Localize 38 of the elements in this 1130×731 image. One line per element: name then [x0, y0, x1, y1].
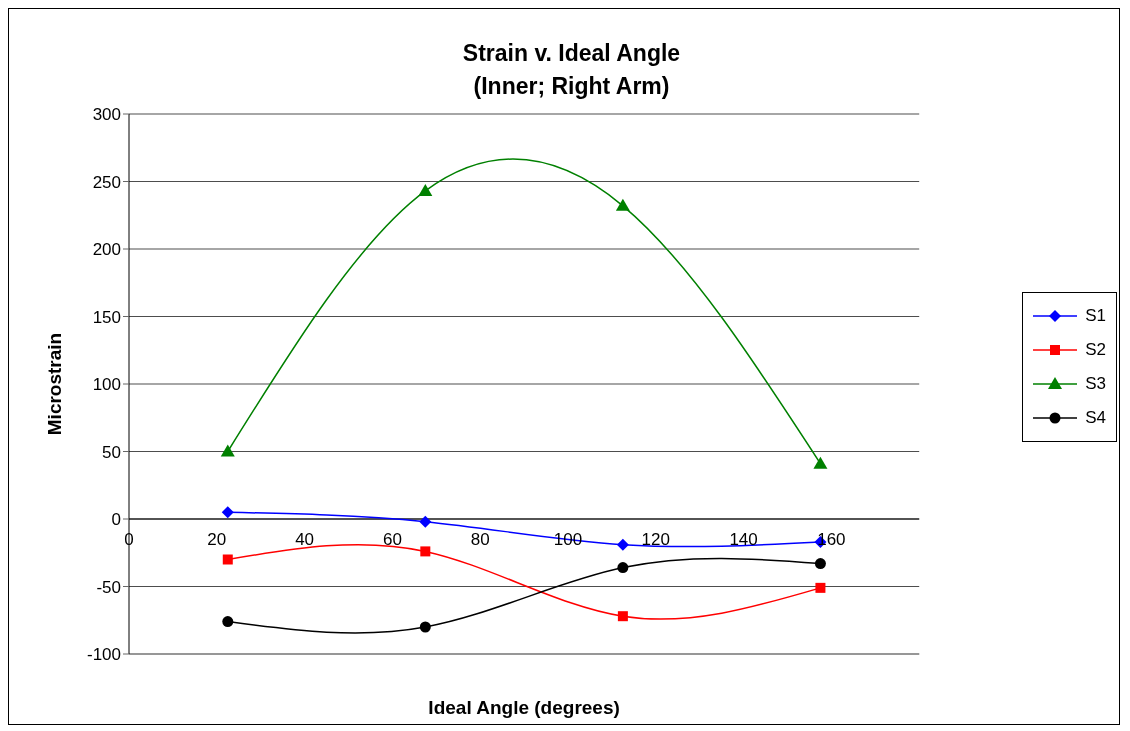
x-tick-label: 20	[207, 530, 227, 549]
point	[814, 558, 826, 570]
x-tick-label: 120	[641, 530, 670, 549]
y-tick-label: 300	[92, 105, 121, 125]
y-tick-label: 200	[92, 240, 121, 260]
x-tick-label: 140	[729, 530, 758, 549]
point	[222, 554, 233, 565]
x-tick-label: 60	[382, 530, 402, 549]
point	[420, 546, 431, 557]
point	[419, 515, 432, 528]
point	[616, 538, 629, 551]
y-tick-label: 100	[92, 375, 121, 395]
y-tick-label: -100	[86, 645, 121, 665]
point	[221, 506, 234, 519]
point	[419, 621, 431, 633]
point	[813, 456, 828, 469]
legend-label: S4	[1085, 407, 1106, 428]
y-tick-label: -50	[96, 577, 121, 597]
y-tick-label: 0	[111, 510, 121, 530]
legend-label: S2	[1085, 339, 1106, 360]
y-tick-label: 150	[92, 307, 121, 327]
x-tick-label: 40	[295, 530, 315, 549]
x-axis-title: Ideal Angle (degrees)	[428, 697, 620, 718]
point	[222, 616, 234, 628]
y-axis-title: Microstrain	[43, 332, 65, 436]
point	[617, 562, 629, 574]
y-tick-label: 250	[92, 172, 121, 192]
point	[815, 582, 826, 593]
point	[615, 198, 630, 211]
chart-title: Strain v. Ideal Angle (Inner; Right Arm)	[461, 39, 682, 101]
legend-label: S1	[1085, 305, 1106, 326]
point	[418, 183, 433, 196]
x-tick-label: 80	[470, 530, 490, 549]
x-tick-label: 0	[124, 530, 134, 549]
point	[220, 444, 235, 457]
point	[617, 611, 628, 622]
y-tick-label: 50	[102, 442, 121, 462]
legend-label: S3	[1085, 373, 1106, 394]
